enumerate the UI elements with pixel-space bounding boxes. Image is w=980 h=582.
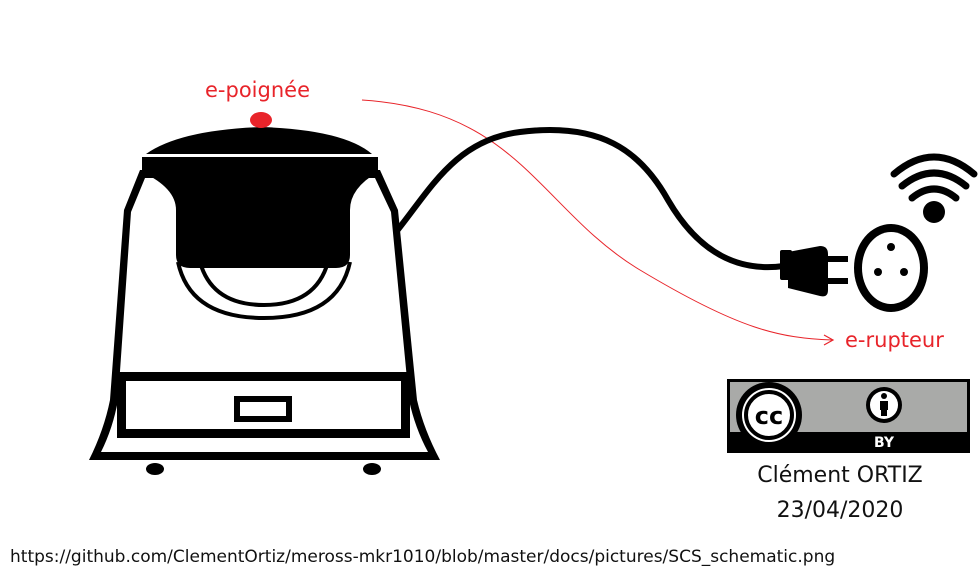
plug-icon: [780, 246, 848, 297]
appliance-foot-left: [146, 463, 164, 475]
license-badge: cc BY: [727, 379, 970, 453]
cc-icon: cc: [736, 382, 802, 448]
cooking-bowl: [142, 157, 378, 268]
author-date: 23/04/2020: [776, 498, 904, 523]
wifi-arc-medium: [898, 169, 970, 190]
plug-pin-bottom: [826, 278, 848, 284]
socket-hole-left: [874, 268, 882, 276]
power-cord: [393, 126, 787, 271]
plug-body: [788, 246, 828, 297]
socket-face: [862, 232, 920, 304]
plug-pin-top: [826, 256, 848, 262]
cooker-appliance: [89, 112, 440, 475]
socket-icon: [854, 224, 928, 312]
source-url: https://github.com/ClementOrtiz/meross-m…: [10, 547, 836, 567]
cc-text: cc: [755, 402, 783, 430]
by-text: BY: [874, 435, 895, 451]
author-name: Clément ORTIZ: [757, 463, 923, 488]
heating-plate-ring-inner: [198, 261, 330, 308]
e-handle-knob: [250, 112, 272, 128]
appliance-foot-right: [363, 463, 381, 475]
label-e-handle: e-poignée: [205, 78, 310, 102]
wifi-dot: [923, 201, 945, 223]
socket-hole-right: [900, 268, 908, 276]
label-e-switch: e-rupteur: [845, 328, 944, 352]
pot-lid: [146, 127, 372, 154]
attribution-icon: [866, 387, 902, 423]
wifi-arc-large: [890, 153, 978, 178]
heating-plate-ring: [176, 261, 352, 321]
socket-hole-top: [887, 243, 895, 251]
control-display-inner: [240, 402, 286, 416]
annotation-arrowhead: [823, 334, 835, 346]
wifi-icon: [890, 153, 978, 223]
wifi-arc-small: [908, 185, 960, 202]
annotation-connector: [361, 99, 833, 341]
